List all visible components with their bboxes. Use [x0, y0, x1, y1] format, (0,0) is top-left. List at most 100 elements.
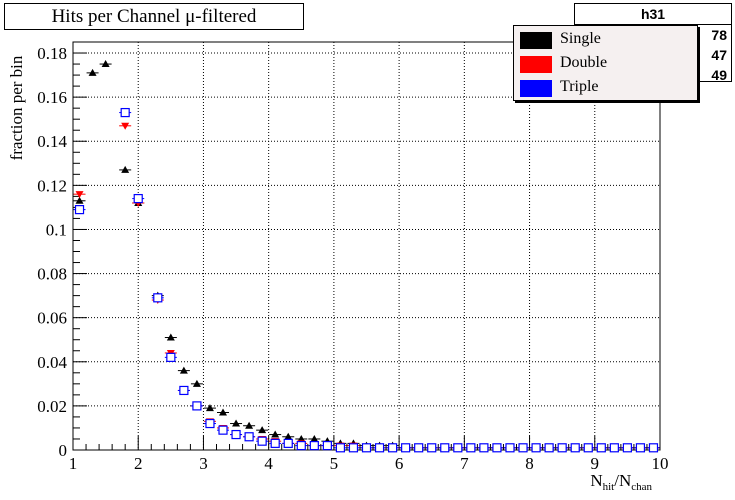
- data-point-single: [243, 421, 256, 429]
- data-point-triple: [451, 443, 464, 453]
- x-tick-label: 3: [199, 454, 208, 473]
- data-point-triple: [399, 443, 412, 453]
- data-point-triple: [386, 443, 399, 453]
- data-point-single: [119, 165, 132, 173]
- data-point-single: [177, 366, 190, 374]
- x-tick-label: 8: [525, 454, 534, 473]
- data-point-triple: [556, 443, 569, 453]
- legend-swatch-single: [520, 32, 552, 49]
- data-point-triple: [647, 443, 660, 453]
- data-markers: [73, 60, 660, 453]
- y-tick-label: 0.02: [37, 397, 67, 416]
- data-point-triple: [256, 436, 269, 446]
- x-axis-label: Nhit/Nchan: [590, 471, 652, 493]
- data-point-triple: [477, 443, 490, 453]
- data-point-triple: [438, 443, 451, 453]
- y-tick-label: 0: [59, 441, 68, 460]
- data-point-single: [86, 68, 99, 76]
- data-point-triple: [569, 443, 582, 453]
- data-point-single: [295, 434, 308, 442]
- legend-label-single: Single: [560, 30, 601, 47]
- data-point-triple: [582, 443, 595, 453]
- data-point-triple: [295, 440, 308, 451]
- data-point-triple: [608, 443, 621, 453]
- y-tick-label: 0.16: [37, 88, 67, 107]
- x-tick-label: 2: [134, 454, 143, 473]
- legend: Single Double Triple: [513, 25, 698, 101]
- data-point-triple: [347, 443, 360, 453]
- y-tick-label: 0.1: [46, 220, 67, 239]
- data-point-triple: [517, 443, 530, 453]
- legend-label-double: Double: [560, 54, 608, 71]
- legend-swatch-triple: [520, 80, 552, 97]
- y-tick-label: 0.04: [37, 353, 67, 372]
- data-point-triple: [190, 401, 203, 411]
- data-point-triple: [230, 429, 243, 440]
- stats-value-3: 49: [711, 67, 727, 83]
- data-point-single: [308, 434, 321, 442]
- data-point-triple: [464, 443, 477, 453]
- data-point-triple: [119, 107, 132, 118]
- x-tick-label: 10: [652, 454, 669, 473]
- data-point-single: [73, 196, 86, 204]
- data-point-triple: [360, 443, 373, 453]
- data-point-triple: [503, 443, 516, 453]
- x-tick-label: 1: [69, 454, 78, 473]
- stats-value-1: 78: [711, 27, 727, 43]
- y-axis: 0 0.02 0.04 0.06 0.08 0.1 0.12 0.14 0.16 0.18: [37, 41, 87, 460]
- data-point-single: [99, 60, 112, 68]
- x-tick-label: 6: [395, 454, 404, 473]
- y-tick-label: 0.08: [37, 265, 67, 284]
- data-point-triple: [243, 432, 256, 442]
- data-point-triple: [412, 443, 425, 453]
- plot-frame: [72, 41, 661, 451]
- data-point-triple: [151, 293, 164, 303]
- data-point-triple: [282, 438, 295, 448]
- stats-value-2: 47: [711, 47, 727, 63]
- y-tick-label: 0.12: [37, 176, 67, 195]
- data-point-triple: [177, 385, 190, 396]
- data-point-triple: [269, 438, 282, 448]
- stats-box-name: h31: [575, 4, 731, 25]
- data-point-single: [230, 419, 243, 427]
- data-point-triple: [217, 425, 230, 435]
- data-point-double: [73, 191, 86, 199]
- data-point-triple: [334, 443, 347, 453]
- data-point-triple: [73, 205, 86, 215]
- data-point-triple: [373, 443, 386, 453]
- x-tick-label: 9: [591, 454, 600, 473]
- data-point-triple: [164, 352, 177, 362]
- data-point-triple: [203, 418, 216, 429]
- x-tick-label: 7: [460, 454, 469, 473]
- data-point-triple: [634, 443, 647, 453]
- data-point-triple: [490, 443, 503, 453]
- data-point-triple: [308, 440, 321, 451]
- x-tick-label: 4: [264, 454, 273, 473]
- data-point-triple: [543, 443, 556, 453]
- y-axis-label: fraction per bin: [7, 55, 26, 160]
- grid-lines: [73, 42, 660, 450]
- data-point-single: [256, 426, 269, 434]
- data-point-single: [217, 408, 230, 416]
- data-point-triple: [321, 440, 334, 451]
- data-point-single: [190, 379, 203, 387]
- data-point-triple: [530, 443, 543, 453]
- data-point-triple: [425, 443, 438, 453]
- legend-label-triple: Triple: [560, 78, 599, 95]
- data-point-single: [203, 404, 216, 412]
- y-tick-label: 0.18: [37, 44, 67, 63]
- legend-swatch-double: [520, 56, 552, 73]
- data-point-single: [269, 430, 282, 438]
- y-tick-label: 0.06: [37, 309, 67, 328]
- chart-title: Hits per Channel μ-filtered: [4, 3, 304, 30]
- data-point-triple: [595, 443, 608, 453]
- x-axis: 1 2 3 4 5 6 7 8 9 10: [69, 436, 669, 473]
- data-point-triple: [621, 443, 634, 453]
- y-tick-label: 0.14: [37, 132, 67, 151]
- data-point-triple: [132, 193, 145, 204]
- data-point-single: [282, 432, 295, 440]
- x-tick-label: 5: [330, 454, 339, 473]
- data-point-single: [164, 333, 177, 341]
